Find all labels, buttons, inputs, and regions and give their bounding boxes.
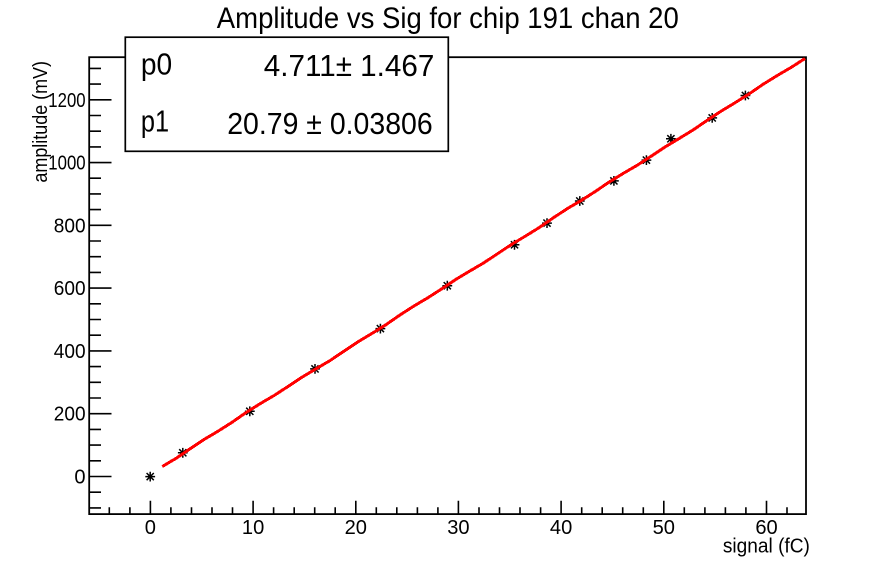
svg-text:10: 10 <box>242 517 264 539</box>
svg-text:p0: p0 <box>141 46 172 81</box>
svg-text:30: 30 <box>447 517 469 539</box>
svg-text:Amplitude vs Sig for chip 191: Amplitude vs Sig for chip 191 chan 20 <box>217 2 679 35</box>
svg-text:400: 400 <box>54 341 86 363</box>
svg-text:p1: p1 <box>141 103 169 138</box>
svg-text:20.79 ± 0.03806: 20.79 ± 0.03806 <box>227 106 433 141</box>
svg-text:4.711± 1.467: 4.711± 1.467 <box>264 48 435 83</box>
svg-text:0: 0 <box>74 467 85 489</box>
svg-text:20: 20 <box>345 517 367 539</box>
svg-text:60: 60 <box>755 517 777 539</box>
svg-text:signal (fC): signal (fC) <box>723 536 810 558</box>
svg-text:amplitude (mV): amplitude (mV) <box>30 61 52 183</box>
svg-text:0: 0 <box>145 517 156 539</box>
svg-text:50: 50 <box>653 517 675 539</box>
svg-text:800: 800 <box>54 215 86 237</box>
svg-text:200: 200 <box>54 404 86 426</box>
svg-text:40: 40 <box>550 517 572 539</box>
svg-text:1000: 1000 <box>48 153 85 175</box>
svg-text:1200: 1200 <box>48 90 85 112</box>
svg-text:600: 600 <box>54 278 86 300</box>
